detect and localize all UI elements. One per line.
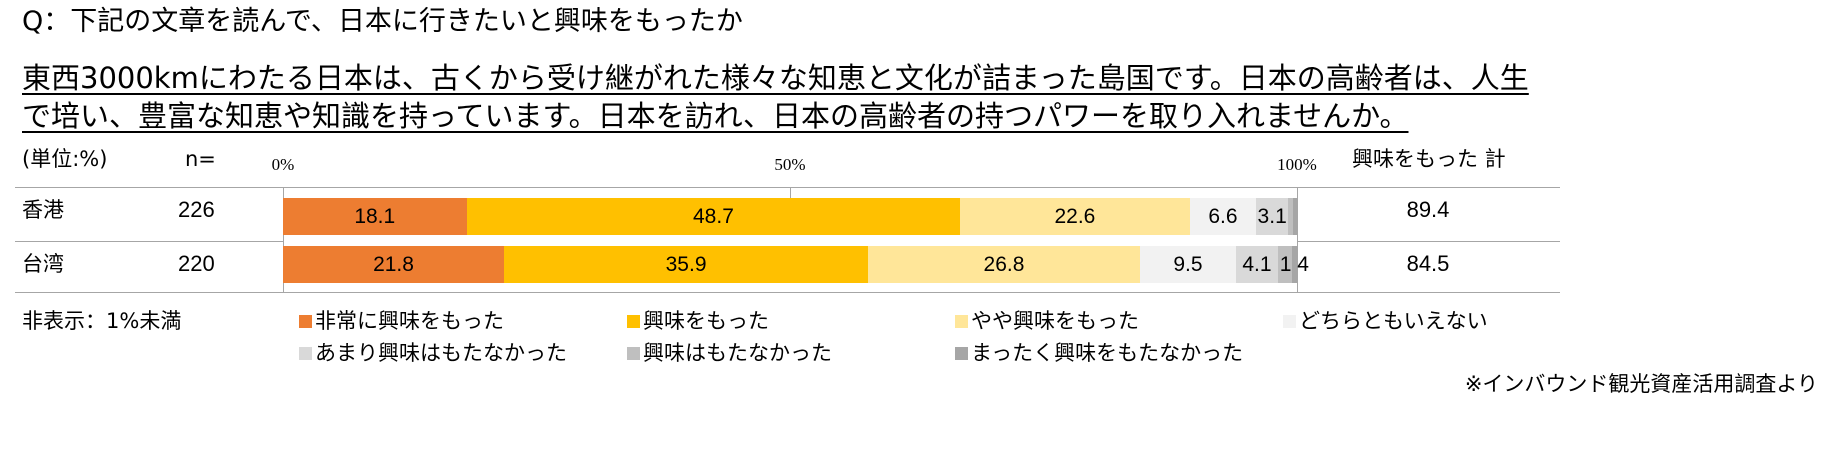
bar-value-label: 4.1 <box>1242 253 1272 276</box>
bar-segment <box>1287 198 1293 235</box>
row-total-value: 84.5 <box>1406 251 1450 276</box>
bar-value-label: 3.1 <box>1257 205 1287 228</box>
row-category-label: 台湾 <box>22 252 64 276</box>
legend-item: 興味をもった <box>627 308 769 334</box>
bar-segment <box>504 246 869 283</box>
row-category-label: 香港 <box>22 198 64 222</box>
bar-segment <box>1277 246 1292 283</box>
bar-segment <box>868 246 1140 283</box>
x-tick-mark <box>790 187 791 198</box>
row-divider <box>1297 241 1560 242</box>
legend-item: 非常に興味をもった <box>299 308 504 334</box>
bar-segment <box>1189 198 1257 235</box>
row-n-value: 226 <box>178 197 215 222</box>
passage-line: 東西3000kmにわたる日本は、古くから受け継がれた様々な知恵と文化が詰まった島… <box>22 61 1529 95</box>
legend-marker <box>299 346 312 360</box>
row-total-value: 89.4 <box>1406 197 1450 222</box>
bar-segment <box>960 198 1190 235</box>
bar-value-label: 35.9 <box>665 253 707 276</box>
source-footnote: ※インバウンド観光資産活用調査より <box>1464 372 1818 396</box>
bar-segment <box>283 246 505 283</box>
legend-label: あまり興味はもたなかった <box>315 341 567 365</box>
bar-value-label: 21.8 <box>373 253 414 276</box>
bar-segment <box>1139 246 1237 283</box>
legend-marker <box>1283 314 1296 328</box>
bar-value-label: 26.8 <box>983 253 1025 276</box>
bar-segment <box>283 198 467 235</box>
bar-value-label: 48.7 <box>693 205 734 228</box>
legend-label: 非常に興味をもった <box>315 309 504 333</box>
bar-segment <box>1292 198 1297 235</box>
legend-marker <box>627 314 640 328</box>
unit-label: (単位:%) <box>22 147 108 171</box>
bar-value-label: 22.6 <box>1054 205 1096 228</box>
legend-marker <box>955 346 968 360</box>
bar-segment <box>1236 246 1278 283</box>
legend-label: どちらともいえない <box>1299 309 1488 333</box>
n-column-header: n= <box>185 147 216 171</box>
x-tick-label: 50% <box>774 155 806 174</box>
bar-segment <box>1256 198 1288 235</box>
legend-label: 興味はもたなかった <box>643 341 832 365</box>
bar-value-label: 9.5 <box>1173 253 1203 276</box>
bar-value-label: 6.6 <box>1208 205 1238 228</box>
legend-marker <box>955 314 968 328</box>
legend-label: 興味をもった <box>643 309 769 333</box>
hidden-values-note: 非表示：1%未満 <box>22 309 182 333</box>
total-column-header: 興味をもった 計 <box>1352 147 1506 171</box>
row-divider <box>15 241 283 242</box>
legend-label: やや興味をもった <box>971 309 1139 333</box>
bar-value-label: 18.1 <box>354 205 396 228</box>
legend-item: あまり興味はもたなかった <box>299 340 567 366</box>
row-n-value: 220 <box>178 251 215 276</box>
bar-segment <box>1291 246 1297 283</box>
x-tick-label: 100% <box>1277 155 1317 174</box>
legend-item: まったく興味をもたなかった <box>955 340 1243 366</box>
legend-item: どちらともいえない <box>1283 308 1488 334</box>
x-tick-label: 0% <box>271 155 295 174</box>
legend-item: 興味はもたなかった <box>627 340 832 366</box>
legend-label: まったく興味をもたなかった <box>971 341 1244 365</box>
question-text: Q：下記の文章を読んで、日本に行きたいと興味をもったか <box>22 6 743 37</box>
bar-segment <box>466 198 961 235</box>
legend-marker <box>299 314 312 328</box>
legend-item: やや興味をもった <box>955 308 1139 334</box>
legend-marker <box>627 346 640 360</box>
passage-line: で培い、豊富な知恵や知識を持っています。日本を訪れ、日本の高齢者の持つパワーを取… <box>22 99 1409 133</box>
